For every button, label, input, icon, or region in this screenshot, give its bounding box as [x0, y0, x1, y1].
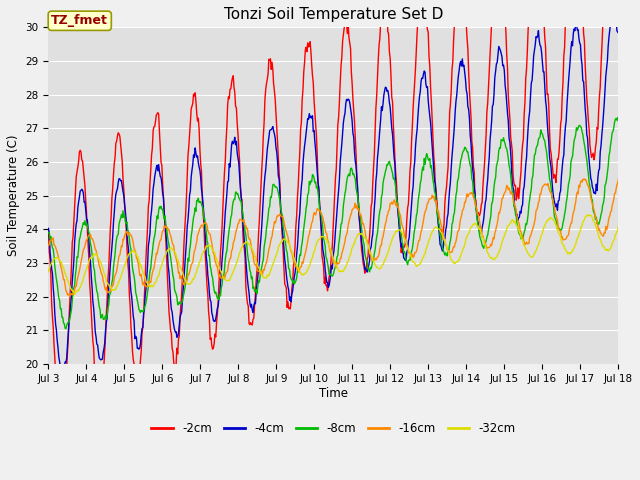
Y-axis label: Soil Temperature (C): Soil Temperature (C) [7, 135, 20, 256]
X-axis label: Time: Time [319, 387, 348, 400]
Legend: -2cm, -4cm, -8cm, -16cm, -32cm: -2cm, -4cm, -8cm, -16cm, -32cm [147, 417, 520, 440]
Title: Tonzi Soil Temperature Set D: Tonzi Soil Temperature Set D [224, 7, 443, 22]
Text: TZ_fmet: TZ_fmet [51, 14, 108, 27]
